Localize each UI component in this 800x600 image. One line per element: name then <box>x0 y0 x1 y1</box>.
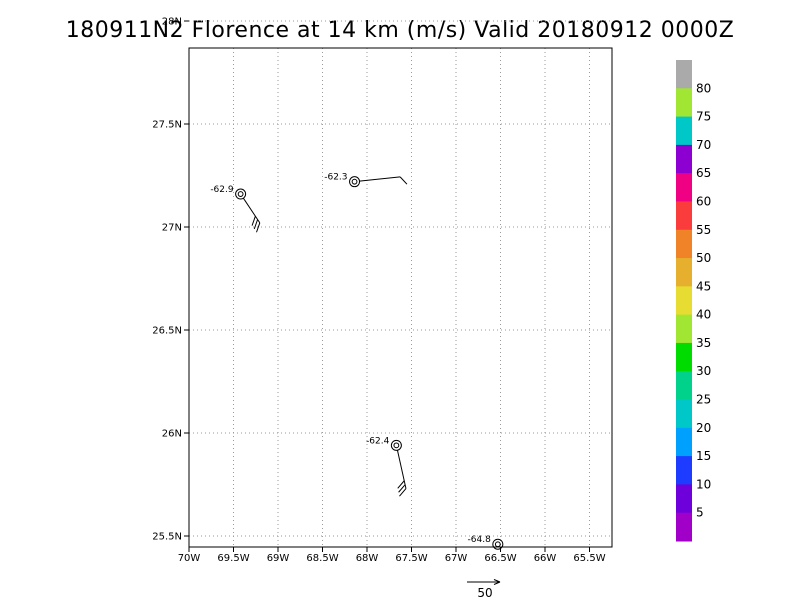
colorbar-swatch <box>676 201 692 231</box>
station-marker-outer <box>390 439 402 451</box>
station-marker-outer <box>349 176 361 188</box>
barb-staff <box>359 176 401 182</box>
x-axis: 70W 69.5W 69W 68.5W 68W 67.5W 67W 66.5W 66W 65.5W <box>178 547 606 564</box>
colorbar-swatch <box>676 60 692 89</box>
station: -62.4 <box>366 436 407 497</box>
chart-title: 180911N2 Florence at 14 km (m/s) Valid 2… <box>65 18 735 43</box>
colorbar-swatch <box>676 173 692 202</box>
barb-flag <box>256 222 261 233</box>
ref-vector-label: 50 <box>477 586 492 600</box>
colorbar-label: 15 <box>696 449 711 463</box>
station-label: -62.9 <box>210 185 234 195</box>
y-tick-label: 27N <box>162 223 182 234</box>
x-tick-label: 70W <box>178 553 201 564</box>
x-tick-label: 66.5W <box>484 553 516 564</box>
x-tick-label: 68.5W <box>306 553 338 564</box>
colorbar-label: 75 <box>696 110 711 124</box>
barb-flag <box>399 488 407 497</box>
y-tick-label: 26.5N <box>152 326 182 337</box>
barb-flag <box>253 219 259 230</box>
station-marker-inner <box>237 191 244 197</box>
x-tick-label: 67W <box>445 553 468 564</box>
colorbar-label: 45 <box>696 279 711 293</box>
colorbar-swatch <box>676 116 692 146</box>
barb-staff <box>396 450 407 489</box>
x-tick-label: 68W <box>356 553 379 564</box>
colorbar-swatch <box>676 286 692 316</box>
colorbar-label: 10 <box>696 477 711 491</box>
barb-staff <box>242 197 261 224</box>
barb-flag <box>398 484 406 493</box>
colorbar-swatch <box>676 427 692 457</box>
x-tick-label: 67.5W <box>395 553 427 564</box>
colorbar-swatch <box>676 88 692 118</box>
x-tick-label: 65.5W <box>573 553 605 564</box>
station: -62.3 <box>324 173 408 188</box>
colorbar-label: 40 <box>696 308 711 322</box>
station-label: -64.8 <box>468 535 492 545</box>
barb-flag <box>399 176 408 185</box>
colorbar-label: 50 <box>696 251 711 265</box>
ref-vector-arrowhead <box>493 579 501 585</box>
plot-frame <box>188 47 613 548</box>
x-tick-label: 69.5W <box>217 553 249 564</box>
y-tick-label: 26N <box>162 429 182 440</box>
y-tick-label: 27.5N <box>152 120 182 131</box>
colorbar-swatch <box>676 258 692 287</box>
colorbar-swatch <box>676 314 692 344</box>
colorbar-swatch <box>676 456 692 485</box>
station-label: -62.3 <box>324 173 347 183</box>
colorbar-label: 20 <box>696 421 711 435</box>
colorbar-swatch <box>676 484 692 514</box>
colorbar-label: 80 <box>696 81 711 95</box>
x-tick-label: 69W <box>267 553 290 564</box>
station-marker-inner <box>351 178 358 185</box>
colorbar-swatch <box>676 342 692 372</box>
station-marker-outer <box>235 188 247 200</box>
station-marker-outer <box>492 538 504 550</box>
colorbar-swatch <box>676 144 692 174</box>
colorbar-label: 70 <box>696 138 711 152</box>
colorbar-label: 5 <box>696 506 704 520</box>
colorbar-label: 65 <box>696 166 711 180</box>
station-label: -62.4 <box>366 436 390 446</box>
wind-observations: -62.9-62.3-63.1-63.7-62.4-64.8 <box>210 173 504 550</box>
station: -62.9 <box>210 185 261 233</box>
y-tick-label: 28N <box>162 17 182 28</box>
colorbar-label: 30 <box>696 364 711 378</box>
colorbar-label: 60 <box>696 194 711 208</box>
station-marker-inner <box>494 541 501 548</box>
reference-vector: 50 <box>467 579 501 600</box>
barb-flag <box>251 216 256 226</box>
colorbar-label: 25 <box>696 393 711 407</box>
x-tick-label: 66W <box>534 553 557 564</box>
colorbar-label: 35 <box>696 336 711 350</box>
station-marker-inner <box>393 442 400 449</box>
barb-flag <box>397 480 405 489</box>
grid-lines <box>189 20 612 547</box>
colorbar-swatch <box>676 512 692 542</box>
colorbar-label: 55 <box>696 223 711 237</box>
colorbar-swatch <box>676 371 692 401</box>
colorbar-swatch <box>676 399 692 429</box>
colorbar: 5 10 15 20 25 30 35 40 45 50 55 60 65 70 75 80 <box>676 60 711 542</box>
y-tick-label: 25.5N <box>152 532 182 543</box>
colorbar-swatch <box>676 229 692 259</box>
